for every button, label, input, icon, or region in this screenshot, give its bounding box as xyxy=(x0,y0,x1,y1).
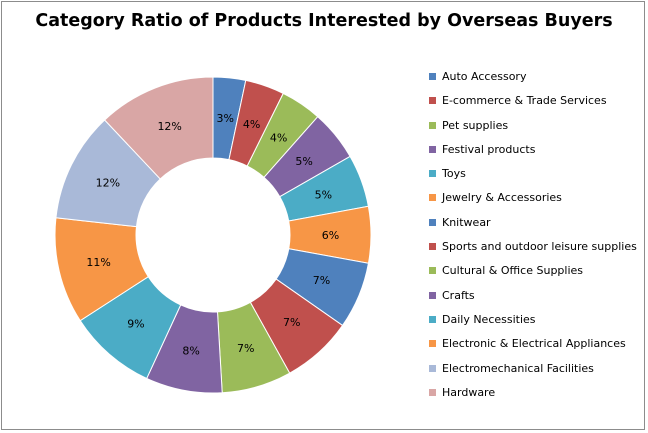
legend-item: Auto Accessory xyxy=(429,69,644,93)
slice-data-label: 7% xyxy=(313,274,330,287)
legend-label: E-commerce & Trade Services xyxy=(442,94,607,108)
slice-data-label: 5% xyxy=(295,155,312,168)
legend-item: Jewelry & Accessories xyxy=(429,190,644,214)
slice-data-label: 8% xyxy=(182,344,199,357)
legend-swatch xyxy=(429,97,436,105)
legend-item: Festival products xyxy=(429,142,644,166)
slice-data-label: 11% xyxy=(86,256,110,269)
legend-label: Cultural & Office Supplies xyxy=(442,264,584,278)
legend-item: Pet supplies xyxy=(429,118,644,142)
legend-label: Festival products xyxy=(442,142,536,156)
slice-data-label: 12% xyxy=(96,177,120,190)
legend-swatch xyxy=(429,315,436,323)
legend-swatch xyxy=(429,194,436,202)
slice-data-label: 4% xyxy=(243,118,260,131)
legend-label: Knitwear xyxy=(442,215,491,229)
legend-label: Electronic & Electrical Appliances xyxy=(442,337,626,351)
legend-swatch xyxy=(429,243,436,251)
slice-data-label: 4% xyxy=(270,132,287,145)
legend-swatch xyxy=(429,218,436,226)
legend-item: Toys xyxy=(429,166,644,190)
legend-swatch xyxy=(429,364,436,372)
legend-label: Jewelry & Accessories xyxy=(442,191,562,205)
legend-label: Crafts xyxy=(442,288,475,302)
legend-item: Daily Necessities xyxy=(429,312,644,336)
slice-data-label: 7% xyxy=(237,342,254,355)
chart-title: Category Ratio of Products Interested by… xyxy=(35,11,613,31)
legend-swatch xyxy=(429,267,436,275)
legend-swatch xyxy=(429,291,436,299)
legend-label: Daily Necessities xyxy=(442,312,536,326)
slice-data-label: 6% xyxy=(322,229,339,242)
slice-data-label: 5% xyxy=(315,189,332,202)
legend-swatch xyxy=(429,121,436,129)
legend-label: Pet supplies xyxy=(442,118,509,132)
legend-label: Sports and outdoor leisure supplies xyxy=(442,240,637,254)
legend-swatch xyxy=(429,388,436,396)
slice-data-label: 3% xyxy=(217,112,234,125)
legend-item: Hardware xyxy=(429,385,644,409)
slice-data-label: 12% xyxy=(157,120,181,133)
legend-label: Toys xyxy=(442,167,466,181)
legend-swatch xyxy=(429,73,436,80)
legend-swatch xyxy=(429,340,436,348)
legend-item: Cultural & Office Supplies xyxy=(429,263,644,287)
slice-data-label: 7% xyxy=(283,316,300,329)
legend-label: Hardware xyxy=(442,385,496,399)
legend-label: Electromechanical Facilities xyxy=(442,361,594,375)
donut-slice xyxy=(103,76,214,180)
legend-swatch xyxy=(429,170,436,178)
legend-item: Electronic & Electrical Appliances xyxy=(429,336,644,360)
chart-legend: Auto Accessory E-commerce & Trade Service… xyxy=(429,69,644,409)
legend-item: E-commerce & Trade Services xyxy=(429,93,644,117)
slice-data-label: 9% xyxy=(127,318,144,331)
legend-swatch xyxy=(429,145,436,153)
legend-label: Auto Accessory xyxy=(442,70,527,83)
legend-item: Knitwear xyxy=(429,215,644,239)
legend-item: Electromechanical Facilities xyxy=(429,361,644,385)
legend-item: Crafts xyxy=(429,288,644,312)
legend-item: Sports and outdoor leisure supplies xyxy=(429,239,644,263)
